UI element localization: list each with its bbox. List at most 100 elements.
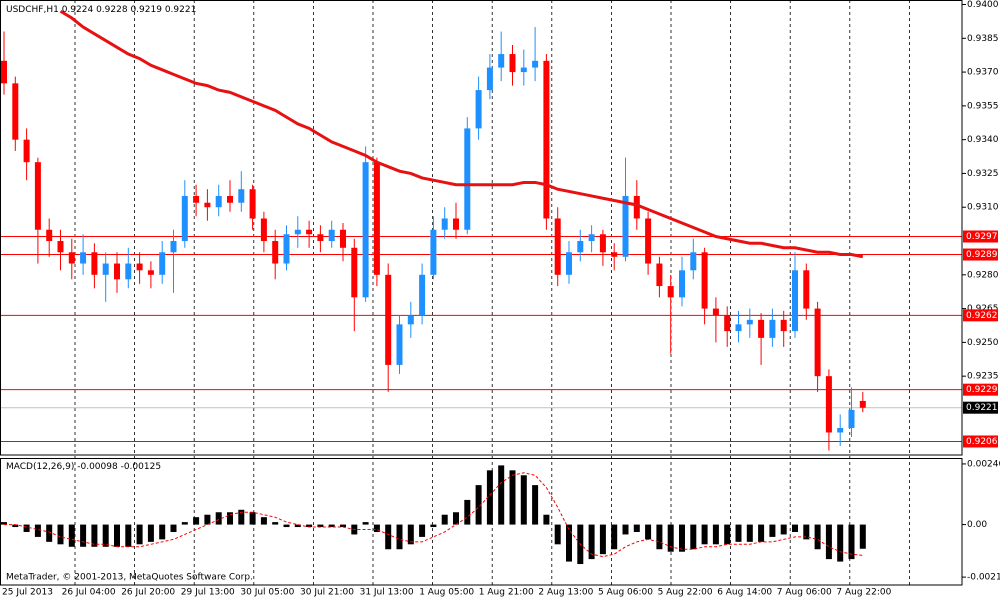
candle-body [498,54,505,68]
histogram-bar [373,524,380,532]
histogram-bar [125,524,132,547]
candle-body [532,60,539,68]
histogram-bar [667,524,674,552]
histogram-bar [464,499,471,525]
x-tick-label: 7 Aug 06:00 [777,588,832,598]
candle-body [611,252,618,257]
symbol: USDCHF,H1 [6,5,59,15]
histogram-bar [317,524,324,528]
candle-body [396,324,403,365]
candle-body [91,252,98,275]
candle-body [385,274,392,365]
histogram-bar [701,524,708,545]
y-tick-label: 0.9400 [967,0,999,10]
candle-body [407,315,414,325]
candle-body [34,162,41,230]
histogram-bar [509,470,516,525]
histogram-bar [746,524,753,542]
histogram-bar [758,524,765,542]
histogram-bar [204,514,211,525]
x-tick-label: 29 Jul 13:00 [181,588,235,598]
candle-body [577,241,584,253]
candle-body [193,195,200,203]
y-tick-label: 0.9235 [967,372,999,382]
histogram-bar [825,524,832,560]
histogram-bar [475,485,482,525]
candle-body [554,218,561,275]
histogram-bar [102,524,109,547]
candle-body [667,286,674,298]
low: 0.9219 [130,5,162,15]
histogram-bar [498,465,505,525]
histogram-bar [46,524,53,542]
histogram-bar [690,524,697,550]
moving-average [59,9,864,259]
candle-body [520,67,527,73]
histogram-bar [114,524,120,547]
candle-body [792,270,798,332]
histogram-bar [543,514,550,525]
level-label: 0.9289 [966,250,998,260]
level-label-bg [963,383,998,396]
candle-body [588,234,595,242]
histogram-bar [215,512,222,525]
candle-body [1,60,7,84]
histogram-bar [453,512,459,525]
candle-body [780,319,787,332]
candle-body [306,229,313,235]
candle-body [147,270,154,275]
x-tick-label: 1 Aug 05:00 [419,588,474,598]
x-tick-label: 5 Aug 06:00 [598,588,653,598]
x-tick-label: 2 Aug 13:00 [538,588,593,598]
candle-body [215,195,222,208]
candle-body [645,218,652,264]
candle-body [566,252,572,275]
high: 0.9228 [96,5,128,15]
histogram-bar [57,524,64,545]
candle-body [68,252,75,264]
current-price-label-bg [963,401,998,414]
x-tick-label: 25 Jul 2013 [2,588,53,598]
histogram-bar [430,524,437,528]
candle-body [12,83,19,140]
histogram-bar [780,524,787,535]
candle-body [769,319,776,338]
candle-body [340,229,346,248]
candle-body [464,128,471,230]
histogram-bar [532,485,539,525]
candle-body [283,234,290,264]
histogram-bar [622,524,629,535]
histogram-bar [227,512,233,525]
candle-body [486,67,493,91]
histogram-bar [407,524,414,545]
histogram-bar [147,524,154,542]
candle-body [159,252,166,275]
chart-header: USDCHF,H1 0.9224 0.9228 0.9219 0.9221 [6,5,196,15]
x-tick-label: 7 Aug 22:00 [836,588,891,598]
y-tick-label: 0.00 [967,520,987,530]
x-tick-label: 31 Jul 13:00 [360,588,414,598]
histogram-bar [136,524,143,545]
candle-body [362,162,369,298]
level-label: 0.9297 [966,232,998,242]
candle-body [204,202,211,208]
histogram-bar [181,522,188,525]
candle-body [599,234,606,253]
candle-body [294,229,301,235]
histogram-bar [520,475,527,525]
histogram-bar [837,524,844,562]
level-label-bg [963,248,998,261]
open: 0.9224 [62,5,94,15]
macd-value: -0.00098 [77,462,118,472]
histogram-bar [328,524,335,528]
candle-body [272,241,279,264]
candle-body [746,319,753,325]
candle-body [543,60,550,219]
signal-value: -0.00125 [121,462,161,472]
candle-body [249,189,256,219]
level-label: 0.9206 [966,437,998,447]
candle-body [170,241,177,253]
signal-line [4,472,863,558]
candle-body [102,263,109,275]
histogram-bar [848,524,855,560]
